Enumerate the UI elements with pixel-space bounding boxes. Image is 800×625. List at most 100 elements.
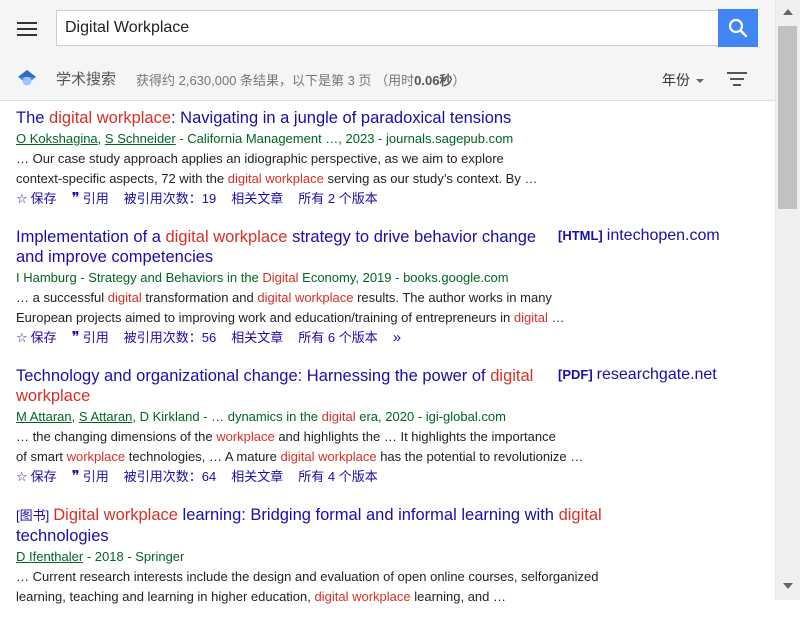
snippet-line: … Current research interests include the… (16, 567, 756, 587)
meta-text: , D Kirkland - … dynamics in the (132, 409, 322, 424)
cite-button[interactable]: ❞ 引用 (71, 468, 109, 485)
result-snippet: … Our case study approach applies an idi… (16, 149, 756, 189)
scholar-label[interactable]: 学术搜索 (56, 71, 117, 88)
result-title-link[interactable]: The digital workplace: Navigating in a j… (16, 108, 636, 128)
result-actions: ☆ 保存 ❞ 引用 被引用次数：56 相关文章 所有 6 个版本 » (16, 328, 756, 348)
cite-label: 引用 (82, 191, 109, 206)
result-meta: O Kokshagina, S Schneider - California M… (16, 131, 514, 146)
snippet-text: technologies, … A mature (125, 449, 281, 464)
result-title-link[interactable]: [图书] Digital workplace learning: Bridging… (16, 505, 636, 546)
snippet-text: and highlights the … It highlights the i… (274, 429, 556, 444)
snippet-text: learning, and … (410, 589, 507, 604)
cite-button[interactable]: ❞ 引用 (72, 190, 109, 207)
title-text: Technology and organizational change: Ha… (16, 367, 491, 385)
related-articles-link[interactable]: 相关文章 (231, 191, 284, 206)
scroll-down-button[interactable] (778, 578, 797, 594)
quote-icon: ❞ (71, 468, 80, 485)
full-text-link[interactable]: [PDF] researchgate.net (558, 366, 717, 384)
cite-label: 引用 (82, 469, 109, 484)
snippet-line: learning, teaching and learning in highe… (16, 587, 756, 607)
author-link[interactable]: D Ifenthaler (16, 549, 84, 564)
related-articles-link[interactable]: 相关文章 (231, 469, 284, 484)
highlight-term: Digital (262, 270, 299, 285)
result-snippet: … Current research interests include the… (16, 567, 756, 607)
scroll-up-button[interactable] (778, 4, 797, 20)
result-item: Technology and organizational change: Ha… (16, 366, 756, 487)
result-stats: 获得约 2,630,000 条结果，以下是第 3 页 （用时0.06秒） (136, 73, 466, 88)
scrollbar-thumb[interactable] (778, 26, 797, 209)
snippet-text: European projects aimed to improving wor… (16, 310, 514, 325)
caret-down-icon (696, 79, 704, 84)
result-title-link[interactable]: Implementation of a digital workplace st… (16, 227, 546, 267)
result-title-row: Implementation of a digital workplace st… (16, 227, 756, 267)
result-actions: ☆ 保存 ❞ 引用 被引用次数：64 相关文章 所有 4 个版本 (16, 467, 756, 487)
result-snippet: … a successful digital transformation an… (16, 288, 756, 328)
menu-icon[interactable] (17, 20, 39, 38)
snippet-text: context-specific aspects, 72 with the (16, 171, 228, 186)
author-link[interactable]: O Kokshagina (16, 131, 98, 146)
result-item: The digital workplace: Navigating in a j… (16, 108, 756, 209)
book-tag: [图书] (16, 508, 50, 523)
filter-icon[interactable] (727, 71, 749, 87)
file-format-label: [PDF] (558, 367, 593, 382)
author-link[interactable]: S Schneider (104, 131, 176, 146)
star-icon: ☆ (16, 330, 28, 345)
title-text: Implementation of a (16, 228, 166, 246)
highlight-term: digital (321, 409, 356, 424)
snippet-line: of smart workplace technologies, … A mat… (16, 447, 756, 467)
cited-by-link[interactable]: 被引用次数：64 (123, 469, 217, 484)
related-articles-link[interactable]: 相关文章 (231, 330, 284, 345)
result-title-link[interactable]: Technology and organizational change: Ha… (16, 366, 546, 406)
search-icon (728, 18, 748, 38)
author-link[interactable]: M Attaran (16, 409, 72, 424)
quote-icon: ❞ (71, 329, 80, 346)
full-text-link[interactable]: [HTML] intechopen.com (558, 227, 720, 245)
more-actions-icon[interactable]: » (392, 329, 402, 346)
result-snippet: … the changing dimensions of the workpla… (16, 427, 756, 467)
cited-by-link[interactable]: 被引用次数：56 (123, 330, 217, 345)
save-button[interactable]: ☆ 保存 (16, 469, 57, 484)
highlight-term: digital workplace (227, 171, 324, 186)
snippet-text: serving as our study’s context. By … (323, 171, 538, 186)
snippet-line: European projects aimed to improving wor… (16, 308, 756, 328)
result-title-row: The digital workplace: Navigating in a j… (16, 108, 756, 128)
meta-text: I Hamburg - Strategy and Behaviors in th… (16, 270, 263, 285)
save-button[interactable]: ☆ 保存 (16, 191, 57, 206)
search-button[interactable] (718, 9, 758, 47)
all-versions-link[interactable]: 所有 4 个版本 (298, 469, 378, 484)
title-text: learning: Bridging formal and informal l… (177, 506, 559, 524)
snippet-text: results. The author works in many (353, 290, 552, 305)
snippet-text: … (547, 310, 565, 325)
highlight-term: digital workplace (165, 228, 288, 246)
save-button[interactable]: ☆ 保存 (16, 330, 57, 345)
scholar-logo-icon[interactable] (17, 68, 37, 88)
cited-by-link[interactable]: 被引用次数：19 (123, 191, 217, 206)
snippet-text: has the potential to revolutionize … (376, 449, 584, 464)
meta-text: era, 2020 - igi-global.com (355, 409, 506, 424)
result-item: Implementation of a digital workplace st… (16, 227, 756, 348)
snippet-text: of smart (16, 449, 67, 464)
title-text: technologies (16, 527, 109, 545)
result-meta: I Hamburg - Strategy and Behaviors in th… (16, 268, 756, 288)
meta-text: - 2018 - Springer (83, 549, 185, 564)
save-label: 保存 (30, 191, 57, 206)
snippet-text: … Our case study approach applies an idi… (16, 151, 504, 166)
search-box (56, 10, 718, 46)
all-versions-link[interactable]: 所有 2 个版本 (298, 191, 378, 206)
meta-text: - California Management …, 2023 - journa… (175, 131, 514, 146)
highlight-term: digital workplace (314, 589, 411, 604)
title-text: strategy to drive behavior change and im… (16, 228, 537, 266)
snippet-line: context-specific aspects, 72 with the di… (16, 169, 756, 189)
search-input[interactable] (57, 11, 718, 45)
cite-button[interactable]: ❞ 引用 (71, 329, 109, 346)
all-versions-link[interactable]: 所有 6 个版本 (298, 330, 378, 345)
meta-text: Economy, 2019 - books.google.com (298, 270, 509, 285)
highlight-term: digital (513, 310, 548, 325)
title-text: The (16, 109, 50, 127)
highlight-term: digital workplace (280, 449, 377, 464)
year-filter-dropdown[interactable]: 年份 (662, 70, 704, 90)
source-domain: intechopen.com (606, 227, 720, 244)
author-link[interactable]: S Attaran (78, 409, 133, 424)
snippet-line: … Our case study approach applies an idi… (16, 149, 756, 169)
snippet-text: … the changing dimensions of the (16, 429, 217, 444)
